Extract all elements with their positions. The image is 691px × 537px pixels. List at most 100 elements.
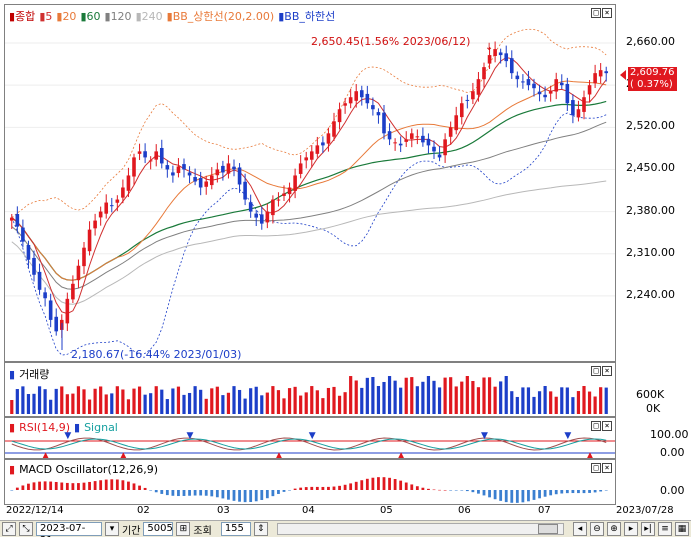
volume-bar	[443, 377, 447, 414]
period-input[interactable]: 5005	[143, 522, 174, 536]
candle-body	[376, 112, 381, 116]
volume-bar	[304, 392, 308, 414]
close-icon[interactable]: ×	[602, 463, 612, 473]
macd-bar	[438, 489, 441, 491]
price-chart-pane[interactable]: ▮종합 ▮5 ▮20 ▮60 ▮120 ▮240 ▮BB_상한선(20,2.00) ▮BB_하…	[4, 4, 616, 362]
expand-icon[interactable]: ⤢	[2, 522, 16, 536]
macd-bar	[65, 482, 69, 490]
candle-body	[532, 83, 536, 89]
legend-item: ▮20	[56, 10, 77, 23]
volume-bar	[110, 393, 114, 414]
macd-bar	[538, 490, 541, 499]
close-icon[interactable]: ×	[602, 366, 612, 376]
macd-bar	[493, 490, 497, 500]
maximize-icon[interactable]: □	[591, 366, 601, 376]
volume-bar	[404, 377, 408, 414]
candle-body	[509, 58, 514, 74]
scroll-right-icon[interactable]: ▸	[624, 522, 638, 536]
volume-bar	[582, 386, 586, 414]
macd-bar	[321, 486, 325, 490]
rsi-chart: ▼ ▼ ▼ ▼ ▼ ▲ ▲ ▲ ▲ ▲	[5, 431, 615, 458]
candle-body	[421, 135, 425, 143]
legend-label: 5	[45, 10, 53, 23]
collapse-icon[interactable]: ⤡	[19, 522, 33, 536]
grid-icon[interactable]: ▦	[675, 522, 689, 536]
high-marker-icon: ↓	[485, 42, 493, 53]
settings-icon[interactable]: ≡	[658, 522, 672, 536]
macd-bar	[93, 481, 97, 490]
scroll-track[interactable]	[276, 523, 564, 535]
volume-bar	[87, 399, 92, 414]
volume-bar	[54, 388, 58, 414]
maximize-icon[interactable]: □	[591, 421, 601, 431]
count-input[interactable]: 155	[220, 522, 251, 536]
close-icon[interactable]: ×	[602, 421, 612, 431]
macd-pane[interactable]: ▮ MACD Oscillator(12,26,9) □ ×	[4, 459, 616, 505]
legend-item: ▮BB_하한선	[278, 10, 336, 23]
candle-body	[332, 121, 336, 137]
volume-bar	[499, 381, 503, 414]
volume-bar	[332, 386, 336, 414]
legend-label: BB_상한선(20,2.00)	[172, 10, 275, 23]
date-dropdown-icon[interactable]: ▾	[105, 522, 119, 536]
macd-bar	[232, 490, 236, 501]
volume-bar	[349, 376, 353, 414]
candle-body	[409, 133, 414, 139]
candle-body	[115, 199, 120, 203]
ma120-line	[11, 121, 607, 290]
volume-bar	[49, 399, 53, 414]
macd-bar	[460, 490, 464, 491]
macd-bar	[593, 490, 597, 493]
candle-body	[604, 71, 609, 74]
count-spin-icon[interactable]: ⇕	[253, 522, 268, 536]
volume-bar	[487, 377, 492, 414]
macd-bar	[177, 490, 180, 497]
macd-bar	[165, 490, 169, 496]
macd-bar	[354, 481, 358, 490]
date-input[interactable]: 2023-07-21	[36, 522, 102, 537]
macd-bar	[254, 490, 258, 502]
scroll-left-icon[interactable]: ◂	[573, 522, 587, 536]
candle-body	[582, 97, 586, 112]
candle-body	[515, 75, 520, 80]
volume-chart	[10, 376, 608, 414]
legend-label: 120	[110, 10, 132, 23]
candle-body	[221, 165, 225, 173]
volume-bar	[37, 386, 42, 414]
scroll-end-icon[interactable]: ▸|	[641, 522, 655, 536]
macd-bar	[43, 481, 47, 490]
volume-bar	[376, 385, 381, 414]
close-icon[interactable]: ×	[602, 8, 612, 18]
macd-bar	[188, 490, 191, 496]
macd-bar	[360, 480, 364, 490]
buy-arrow-icon: ▲	[398, 451, 405, 458]
scroll-thumb[interactable]	[537, 524, 558, 534]
maximize-icon[interactable]: □	[591, 8, 601, 18]
legend-label: 종합	[15, 10, 36, 23]
macd-bar	[15, 487, 19, 490]
macd-bar	[82, 482, 86, 490]
maximize-icon[interactable]: □	[591, 463, 601, 473]
rsi-pane[interactable]: ▮ RSI(14,9) ▮ Signal □ × ▼ ▼ ▼ ▼ ▼ ▲ ▲ ▲ ▲ ▲	[4, 417, 616, 459]
zoom-out-icon[interactable]: ⊖	[590, 522, 604, 536]
volume-bar	[82, 389, 86, 414]
candle-body	[415, 136, 420, 138]
price-legend: ▮종합 ▮5 ▮20 ▮60 ▮120 ▮240 ▮BB_상한선(20,2.00) ▮BB_하…	[9, 8, 339, 24]
volume-bar	[243, 398, 247, 414]
macd-bar	[238, 490, 241, 502]
macd-bar	[149, 490, 153, 491]
macd-bar	[88, 481, 91, 490]
candle-body	[482, 67, 486, 80]
volume-bar	[149, 393, 153, 414]
price-tick: 2,520.00	[626, 119, 675, 133]
volume-bar	[187, 392, 192, 414]
candle-body	[159, 147, 164, 164]
macd-bar	[332, 486, 336, 490]
zoom-in-icon[interactable]: ⊕	[607, 522, 621, 536]
volume-pane[interactable]: ▮ 거래량 □ ×	[4, 362, 616, 417]
macd-bar	[182, 490, 186, 496]
volume-bar	[171, 388, 175, 414]
rsi-pane-controls: □ ×	[591, 421, 612, 431]
lookup-icon[interactable]: ⊞	[176, 522, 191, 536]
volume-bar	[321, 398, 325, 414]
